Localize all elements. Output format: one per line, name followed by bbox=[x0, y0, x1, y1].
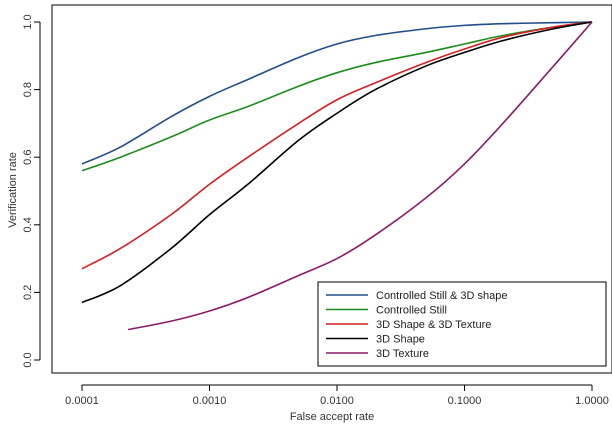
legend-label: 3D Texture bbox=[376, 348, 429, 360]
y-tick-label: 0.8 bbox=[22, 82, 34, 97]
y-axis: 0.0 0.2 0.4 0.6 0.8 1.0 bbox=[22, 14, 41, 368]
y-tick-label: 1.0 bbox=[22, 14, 34, 29]
x-tick-label: 0.0010 bbox=[193, 395, 227, 407]
y-tick-label: 0.6 bbox=[22, 150, 34, 165]
series-line-3 bbox=[81, 21, 593, 270]
x-tick-label: 0.0100 bbox=[320, 395, 354, 407]
x-tick-label: 0.1000 bbox=[448, 395, 482, 407]
y-tick-label: 0.4 bbox=[22, 217, 34, 232]
legend-label: Controlled Still bbox=[376, 305, 447, 317]
legend-label: 3D Shape & 3D Texture bbox=[376, 319, 491, 331]
series-line-1 bbox=[81, 21, 593, 165]
x-axis-title: False accept rate bbox=[290, 411, 374, 423]
series-layer bbox=[81, 21, 593, 331]
x-tick-label: 1.0000 bbox=[575, 395, 609, 407]
legend: Controlled Still & 3D shape Controlled St… bbox=[317, 281, 607, 367]
series-line-4 bbox=[81, 21, 593, 304]
x-axis: 0.0001 0.0010 0.0100 0.1000 1.0000 bbox=[65, 384, 609, 407]
legend-label: 3D Shape bbox=[376, 334, 425, 346]
series-line-2 bbox=[81, 21, 593, 172]
legend-label: Controlled Still & 3D shape bbox=[376, 290, 507, 302]
plot-frame bbox=[51, 4, 612, 374]
series-line-5 bbox=[127, 21, 593, 331]
y-axis-title: Verification rate bbox=[7, 152, 19, 228]
y-tick-label: 0.2 bbox=[22, 285, 34, 300]
x-tick-label: 0.0001 bbox=[65, 395, 99, 407]
y-tick-label: 0.0 bbox=[22, 352, 34, 367]
